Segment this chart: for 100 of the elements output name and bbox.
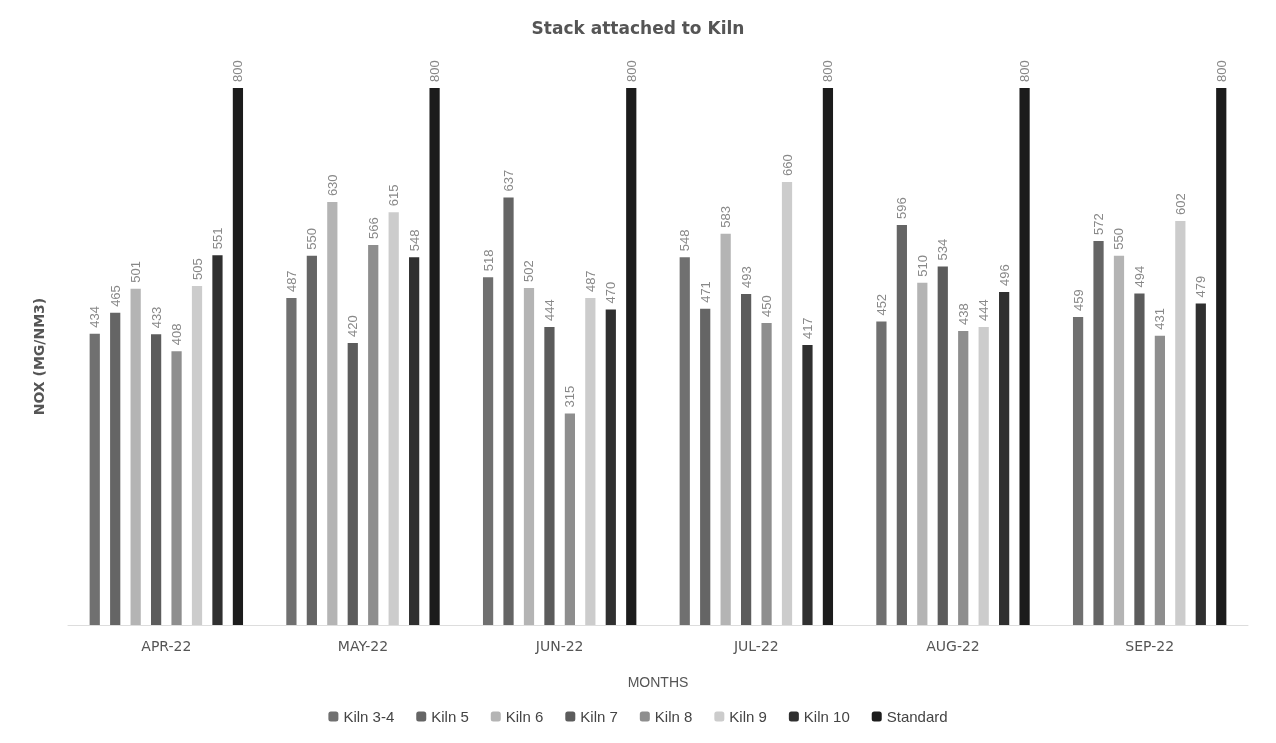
x-tick-label: AUG-22 [926,638,980,654]
bar [1134,293,1145,625]
data-label: 315 [562,385,578,408]
x-axis-title: MONTHS [627,674,689,690]
data-label: 800 [820,60,836,82]
bar [700,308,711,625]
data-label: 450 [759,295,775,317]
bar [626,88,637,625]
bar [1072,316,1084,625]
data-label: 630 [324,174,340,197]
bar [191,286,203,625]
data-label: 444 [976,299,992,321]
legend-label: Kiln 6 [505,708,544,725]
bar [1195,303,1206,625]
bar [286,298,297,625]
data-label: 502 [521,260,537,283]
data-label: 493 [738,266,754,289]
data-label: 452 [873,293,889,316]
data-label: 566 [365,217,381,240]
data-label: 660 [779,154,795,176]
bar [368,245,379,625]
bar [482,277,494,625]
bar [978,326,989,625]
bar [1216,88,1227,625]
bar [781,181,793,625]
data-label: 602 [1172,193,1188,215]
legend-label: Standard [886,708,948,725]
data-label: 471 [697,281,713,303]
bar [740,294,752,625]
data-label: 534 [935,238,951,261]
data-label: 551 [209,227,225,250]
legend-label: Kiln 8 [654,708,693,725]
data-label: 487 [283,270,299,293]
bar [306,255,317,625]
bar [523,288,535,625]
data-label: 505 [189,258,205,281]
data-label: 596 [894,197,910,219]
bar [110,312,121,625]
legend-label: Kiln 3-4 [343,708,395,725]
chart-title: Stack attached to Kiln [531,17,745,38]
x-tick-label: JUL-22 [732,638,779,654]
bar [917,282,928,625]
bar [999,292,1010,625]
data-label: 550 [1111,228,1127,250]
data-label: 434 [87,305,103,328]
data-label: 637 [501,169,517,192]
bar [876,321,887,625]
data-label: 583 [718,205,734,228]
data-label: 800 [1213,60,1229,82]
bar [89,333,100,625]
bar [958,330,969,625]
data-label: 572 [1091,213,1107,236]
bar [212,255,223,625]
bar [409,257,420,625]
legend-label: Kiln 7 [580,708,618,725]
bar [564,413,576,625]
bar [1019,88,1030,625]
legend-label: Kiln 5 [431,708,469,725]
data-label: 479 [1193,275,1209,298]
bar [896,224,907,625]
bar [130,288,141,625]
data-label: 800 [1017,60,1033,82]
data-label: 417 [799,317,815,340]
data-label: 494 [1131,265,1147,288]
data-label: 550 [304,228,320,250]
bar [327,202,338,625]
bar [585,298,596,625]
bar [1093,241,1104,625]
bar [822,88,834,625]
data-label: 433 [148,306,164,329]
bar [150,334,162,625]
legend-label: Kiln 9 [729,708,767,725]
bar [503,197,514,625]
y-axis-title: NOX (MG/NM3) [31,297,47,416]
data-label: 800 [427,60,443,82]
x-tick-label: SEP-22 [1125,638,1175,654]
data-label: 510 [914,254,930,277]
x-tick-label: MAY-22 [337,638,389,654]
data-label: 615 [386,184,402,207]
data-label: 408 [169,323,185,346]
data-label: 438 [955,303,971,325]
data-label: 548 [406,229,422,252]
bar [1175,220,1186,625]
data-label: 470 [603,281,619,304]
bar [937,266,948,625]
bar [429,88,440,625]
data-label: 800 [623,60,639,82]
data-label: 487 [582,270,598,293]
bar [347,343,358,625]
data-label: 465 [107,285,123,307]
data-label: 518 [480,249,496,272]
data-label: 431 [1152,307,1168,330]
x-tick-label: JUN-22 [534,638,584,654]
x-tick-label: APR-22 [141,638,192,654]
bar [720,233,731,625]
data-label: 800 [230,60,246,82]
bar [761,322,772,625]
bar [1113,255,1125,625]
bar [605,309,616,625]
data-label: 548 [677,229,693,252]
